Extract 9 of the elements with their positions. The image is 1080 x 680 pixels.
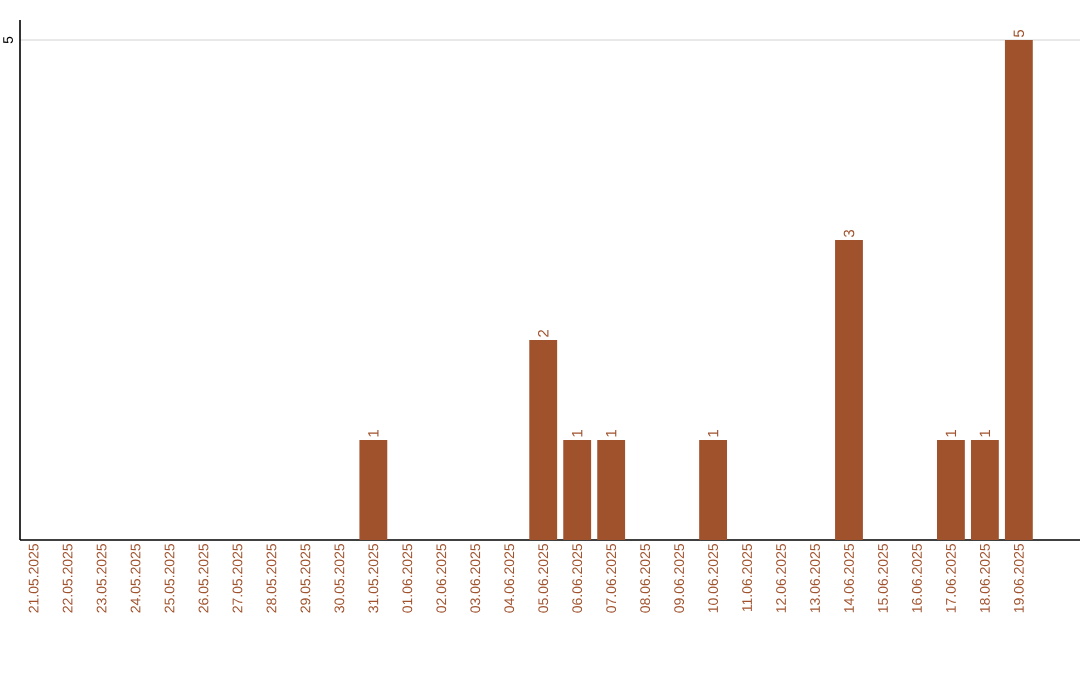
bar (359, 440, 388, 540)
bar (563, 440, 592, 540)
bar (936, 440, 965, 540)
bar (597, 440, 626, 540)
bar (1004, 40, 1033, 540)
bar (970, 440, 999, 540)
bar (529, 340, 558, 540)
bar (835, 240, 863, 540)
bar (699, 440, 728, 540)
